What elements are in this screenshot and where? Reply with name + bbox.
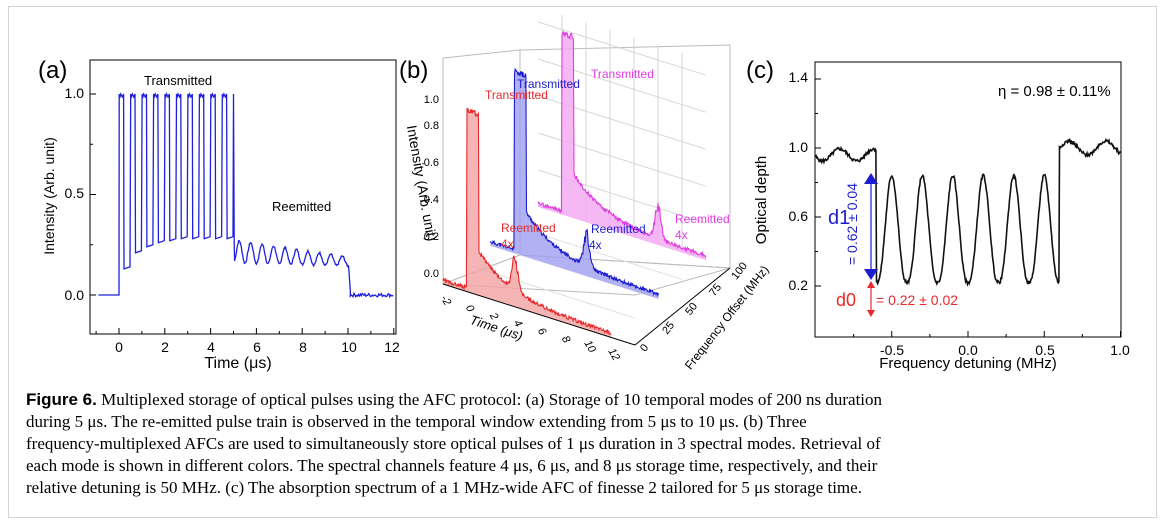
figure-label: Figure 6. (26, 390, 97, 409)
gridline (537, 21, 707, 76)
d1-arrow-head-bottom (864, 269, 878, 280)
xtick-label: 1.0 (1110, 342, 1130, 358)
xtick-label: -0.5 (880, 342, 904, 358)
panel-c-axes-frame (814, 61, 1122, 338)
series-red-transmitted-label: Transmitted (485, 88, 548, 102)
ttick-label: 8 (559, 334, 573, 346)
panel-a-label: (a) (38, 57, 67, 84)
d0-label: d0 (836, 290, 856, 310)
panel-b-label: (b) (399, 57, 428, 84)
series-blue-line (489, 67, 660, 298)
d1-label: d1 (828, 207, 850, 229)
series-magenta-line (537, 30, 707, 259)
caption-line: during 5 μs. The re-emitted pulse train … (26, 412, 807, 431)
panel-a-axes-frame (89, 59, 397, 335)
caption-line: Multiplexed storage of optical pulses us… (101, 390, 883, 409)
ytick-label: 0.4 (424, 194, 439, 206)
caption-line: frequency-multiplexed AFCs are used to s… (26, 434, 881, 453)
panel-c-label: (c) (746, 57, 774, 84)
ttick-label: -2 (438, 293, 453, 307)
series-magenta-reemitted-label: Reemitted (675, 212, 730, 226)
panel-c-efficiency: η = 0.98 ± 0.11% (998, 83, 1111, 100)
xtick-label: 10 (341, 339, 357, 355)
caption-line: relative detuning is 50 MHz. (c) The abs… (26, 478, 862, 497)
ytick-label: 1.0 (789, 139, 809, 155)
xtick-label: 6 (253, 339, 261, 355)
panel-a-annotation-transmitted: Transmitted (144, 73, 212, 88)
xtick-label: 12 (384, 339, 400, 355)
panel-b-ytick-labels: 0.0 0.2 0.4 0.6 0.8 1.0 (424, 94, 439, 280)
d1-arrow-head-top (864, 173, 878, 184)
panel-a-xlabel: Time (μs) (204, 355, 271, 372)
caption-line: each mode is shown in different colors. … (26, 456, 878, 475)
panel-a: (a) 0.0 0.5 1.0 0 2 4 6 8 10 12 Time (μs… (38, 57, 400, 372)
xtick-label: 4 (207, 339, 215, 355)
panel-b-freq-axis (634, 267, 731, 346)
series-blue-scale-label: 4x (589, 238, 602, 252)
xtick-label: 8 (299, 339, 307, 355)
ytick-label: 1.0 (65, 85, 85, 101)
figure-frame (8, 6, 1157, 518)
ytick-label: 0.0 (424, 268, 439, 280)
ttick-label: 10 (581, 338, 598, 355)
panel-c-spectrum (814, 137, 1122, 288)
ytick-label: 0.6 (789, 208, 809, 224)
ytick-label: 0.2 (424, 231, 439, 243)
ytick-label: 0.8 (424, 120, 439, 132)
panel-a-annotation-reemitted: Reemitted (272, 199, 331, 214)
panel-b: (b) 0.0 0.2 0.4 0.6 0.8 1.0 Intensity (A… (399, 14, 772, 372)
figure-caption: Figure 6. Multiplexed storage of optical… (26, 389, 1136, 499)
series-blue-fill (490, 69, 659, 299)
panel-c-xtick-labels: -0.5 0.0 0.5 1.0 (880, 342, 1130, 358)
series-red (442, 107, 612, 338)
ytick-label: 1.4 (789, 69, 809, 85)
panel-a-ticks (90, 93, 395, 334)
series-red-scale-label: 4x (501, 237, 514, 251)
ytick-label: 0.5 (65, 185, 85, 201)
xtick-label: 0.0 (958, 342, 978, 358)
ytick-label: 0.6 (424, 157, 439, 169)
series-red-line (442, 107, 612, 335)
panel-a-ytick-labels: 0.0 0.5 1.0 (65, 85, 85, 303)
ftick-label: 25 (660, 320, 677, 337)
ytick-label: 0.2 (789, 277, 809, 293)
panel-c: (c) 0.2 0.6 1.0 1.4 -0.5 0.0 0.5 1.0 Fre… (746, 57, 1130, 372)
series-red-reemitted-label: Reemitted (501, 221, 556, 235)
series-magenta-scale-label: 4x (675, 228, 688, 242)
panel-a-ylabel: Intensity (Arb. unit) (41, 137, 57, 255)
panel-a-trace (98, 92, 394, 299)
d0-arrow-head-top (867, 281, 875, 288)
panel-b-ylabel: Intensity (Arb. unit) (404, 124, 440, 242)
panel-a-xtick-labels: 0 2 4 6 8 10 12 (115, 339, 400, 355)
xtick-label: 0.5 (1035, 342, 1055, 358)
d1-value: = 0.62 ± 0.04 (844, 183, 860, 265)
ftick-label: 75 (707, 282, 724, 299)
ftick-label: 0 (638, 342, 651, 354)
series-magenta-transmitted-label: Transmitted (591, 67, 654, 81)
panel-b-time-axis (442, 283, 636, 346)
panel-c-ylabel: Optical depth (753, 156, 770, 244)
xtick-label: 0 (115, 339, 123, 355)
d0-arrow-head-bottom (867, 310, 875, 317)
ytick-label: 1.0 (424, 94, 439, 106)
series-magenta (537, 30, 707, 261)
ttick-label: 6 (535, 326, 549, 338)
series-blue (489, 67, 660, 299)
d0-value: = 0.22 ± 0.02 (876, 292, 958, 308)
panel-c-ytick-labels: 0.2 0.6 1.0 1.4 (789, 69, 809, 293)
xtick-label: 2 (161, 339, 169, 355)
series-blue-reemitted-label: Reemitted (591, 222, 646, 236)
panel-c-xlabel: Frequency detuning (MHz) (879, 355, 1057, 372)
ttick-label: 12 (605, 346, 622, 363)
series-blue-transmitted-label: Transmitted (517, 77, 580, 91)
panel-c-ticks (815, 78, 1121, 337)
ytick-label: 0.0 (65, 287, 85, 303)
ttick-label: 4 (511, 318, 524, 329)
series-red-fill (443, 107, 611, 338)
ftick-label: 50 (683, 301, 700, 318)
series-magenta-fill (538, 31, 706, 261)
